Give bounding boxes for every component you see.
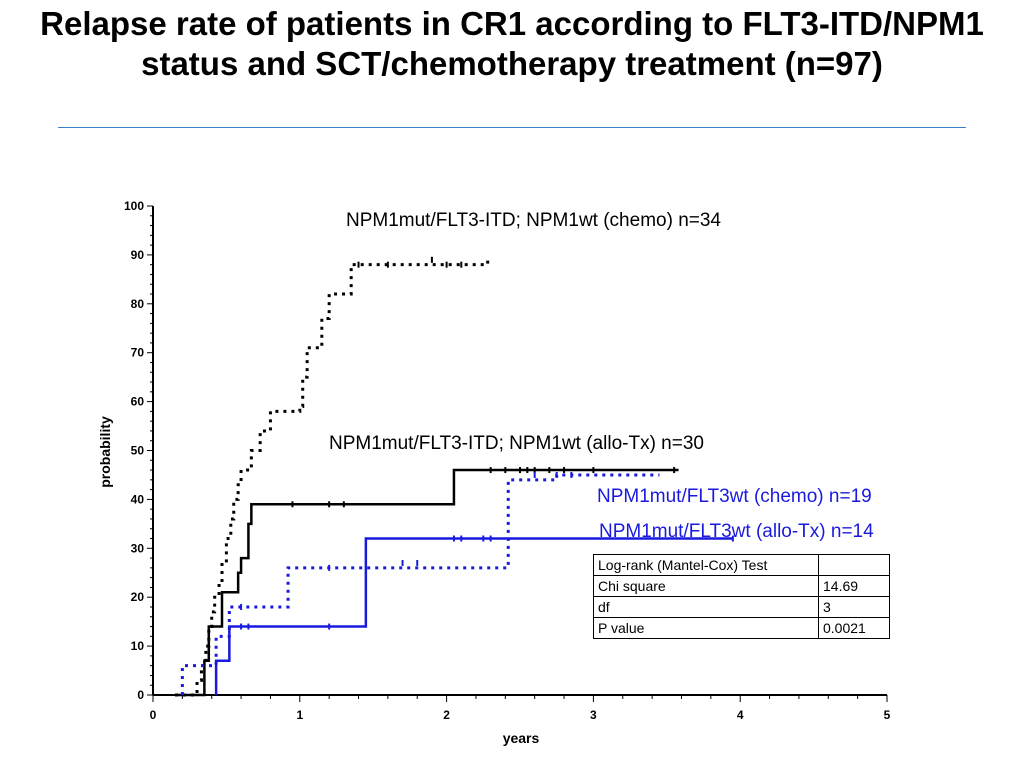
y-tick-label: 40 bbox=[131, 492, 145, 506]
x-tick-label: 1 bbox=[296, 708, 303, 722]
logrank-stats-table: Log-rank (Mantel-Cox) Test Chi square 14… bbox=[593, 554, 890, 639]
table-row: Chi square 14.69 bbox=[593, 575, 890, 597]
chart-curves bbox=[175, 256, 734, 697]
series-label-wt-allo: NPM1mut/FLT3wt (allo-Tx) n=14 bbox=[599, 521, 874, 542]
x-tick-label: 0 bbox=[150, 708, 157, 722]
curve-wt-chemo bbox=[180, 473, 660, 695]
x-tick-label: 2 bbox=[443, 708, 450, 722]
y-tick-label: 50 bbox=[131, 444, 145, 458]
table-row: P value 0.0021 bbox=[593, 617, 890, 639]
series-label-itd-allo: NPM1mut/FLT3-ITD; NPM1wt (allo-Tx) n=30 bbox=[329, 433, 704, 454]
x-tick-label: 3 bbox=[590, 708, 597, 722]
x-axis-label: years bbox=[503, 730, 540, 746]
y-tick-label: 90 bbox=[131, 248, 145, 262]
y-tick-label: 20 bbox=[131, 590, 145, 604]
curve-itd-chemo bbox=[175, 259, 490, 697]
x-tick-label: 4 bbox=[737, 708, 744, 722]
table-cell: Log-rank (Mantel-Cox) Test bbox=[593, 554, 819, 576]
table-cell: df bbox=[593, 596, 819, 618]
y-tick-label: 100 bbox=[124, 199, 144, 213]
table-cell: 14.69 bbox=[818, 575, 890, 597]
table-cell: P value bbox=[593, 617, 819, 639]
y-tick-label: 60 bbox=[131, 395, 145, 409]
y-tick-label: 0 bbox=[137, 688, 144, 702]
series-label-itd-chemo: NPM1mut/FLT3-ITD; NPM1wt (chemo) n=34 bbox=[346, 210, 721, 231]
table-row: Log-rank (Mantel-Cox) Test bbox=[593, 554, 890, 576]
curve-itd-allo bbox=[175, 468, 679, 697]
table-row: df 3 bbox=[593, 596, 890, 618]
table-cell: Chi square bbox=[593, 575, 819, 597]
curve-wt-allo bbox=[214, 537, 733, 695]
y-tick-label: 30 bbox=[131, 541, 145, 555]
table-cell: 3 bbox=[818, 596, 890, 618]
y-tick-label: 80 bbox=[131, 297, 145, 311]
x-tick-label: 5 bbox=[884, 708, 891, 722]
series-label-wt-chemo: NPM1mut/FLT3wt (chemo) n=19 bbox=[597, 486, 872, 507]
y-axis-label: probability bbox=[97, 416, 113, 488]
y-tick-label: 10 bbox=[131, 639, 145, 653]
chart-ticks: 0 10 20 30 40 50 60 70 80 90 100 0 1 2 3 4 5 bbox=[124, 199, 891, 722]
table-cell bbox=[818, 554, 890, 576]
slide-title: Relapse rate of patients in CR1 accordin… bbox=[40, 5, 984, 82]
y-tick-label: 70 bbox=[131, 346, 145, 360]
title-divider bbox=[58, 127, 966, 128]
table-cell: 0.0021 bbox=[818, 617, 890, 639]
